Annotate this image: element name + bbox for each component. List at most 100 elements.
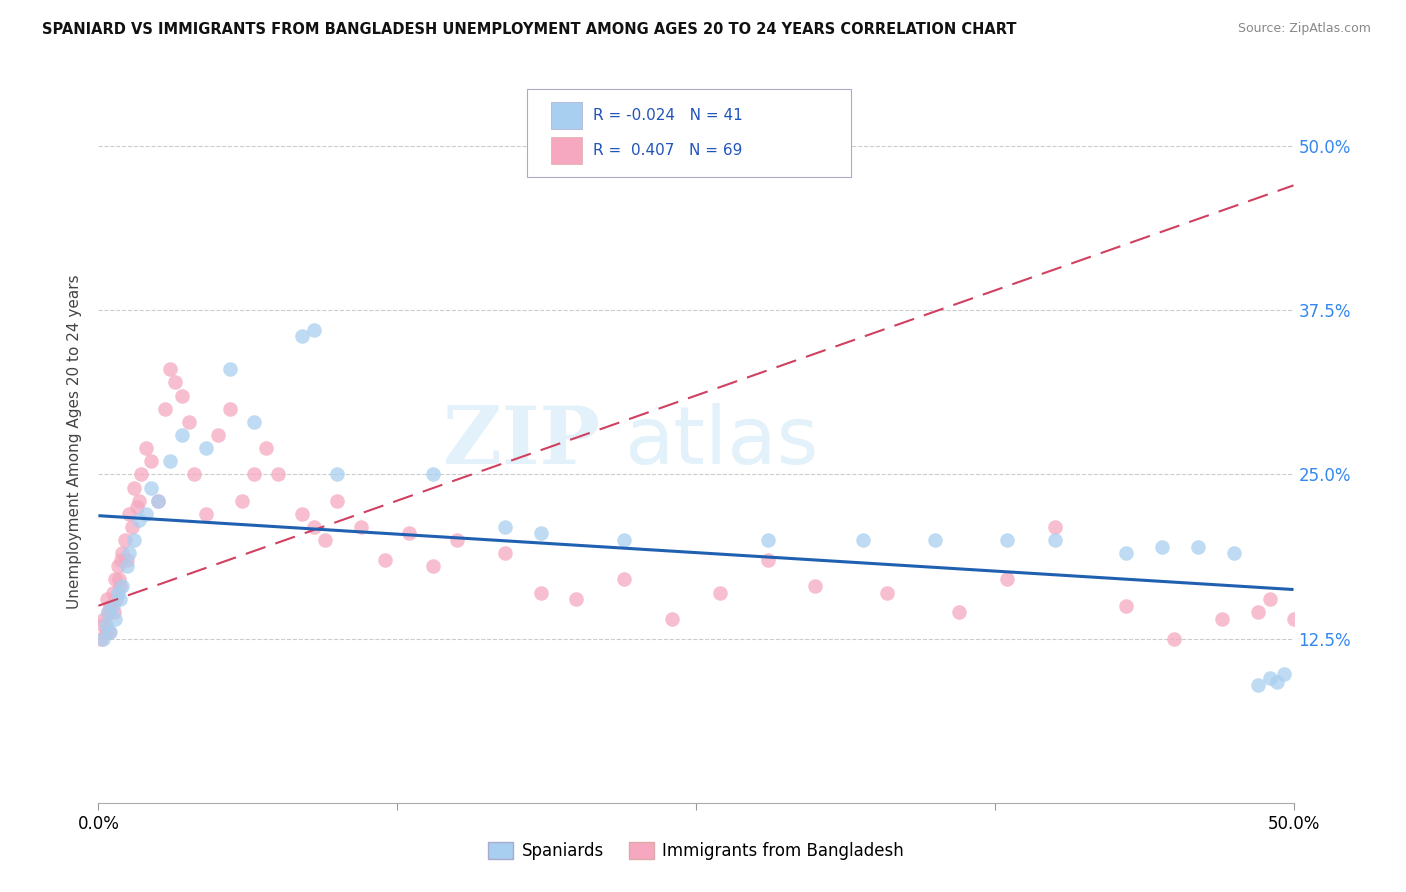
Point: [613, 573, 636, 587]
Point: [661, 612, 683, 626]
Point: [1223, 546, 1246, 560]
Point: [254, 441, 277, 455]
Point: [291, 507, 314, 521]
Text: ZIP: ZIP: [443, 402, 600, 481]
Point: [1272, 667, 1295, 681]
Point: [124, 481, 146, 495]
Point: [1295, 632, 1317, 646]
Point: [135, 441, 157, 455]
Point: [995, 533, 1018, 547]
Point: [91, 632, 114, 646]
Point: [111, 579, 134, 593]
Point: [108, 579, 131, 593]
Legend: Spaniards, Immigrants from Bangladesh: Spaniards, Immigrants from Bangladesh: [481, 835, 911, 867]
Point: [93, 612, 115, 626]
Point: [1247, 677, 1270, 691]
Point: [1163, 632, 1185, 646]
Text: atlas: atlas: [624, 402, 818, 481]
Point: [219, 362, 242, 376]
Point: [148, 493, 170, 508]
Point: [613, 533, 636, 547]
Point: [398, 526, 420, 541]
Point: [172, 388, 194, 402]
Point: [179, 415, 201, 429]
Point: [709, 585, 731, 599]
Point: [302, 520, 325, 534]
Point: [756, 553, 779, 567]
Point: [1258, 592, 1281, 607]
Point: [121, 520, 143, 534]
Point: [90, 632, 112, 646]
Point: [139, 481, 162, 495]
Point: [104, 573, 127, 587]
Point: [118, 507, 141, 521]
Y-axis label: Unemployment Among Ages 20 to 24 years: Unemployment Among Ages 20 to 24 years: [67, 274, 83, 609]
Point: [302, 323, 325, 337]
Point: [422, 467, 444, 482]
Point: [207, 428, 229, 442]
Point: [195, 441, 218, 455]
Point: [291, 329, 314, 343]
Point: [1258, 671, 1281, 685]
Point: [494, 520, 516, 534]
Point: [103, 605, 125, 619]
Point: [139, 454, 162, 468]
Point: [115, 553, 138, 567]
Point: [125, 500, 148, 515]
Point: [94, 618, 117, 632]
Point: [374, 553, 396, 567]
Point: [159, 454, 181, 468]
Point: [995, 573, 1018, 587]
Point: [98, 625, 121, 640]
Point: [243, 415, 266, 429]
Point: [1211, 612, 1233, 626]
Point: [350, 520, 373, 534]
Point: [135, 507, 157, 521]
Point: [128, 493, 150, 508]
Point: [804, 579, 827, 593]
Point: [924, 533, 946, 547]
Point: [1043, 520, 1066, 534]
Point: [1247, 605, 1270, 619]
Point: [1115, 599, 1137, 613]
Point: [115, 559, 138, 574]
Point: [94, 625, 117, 640]
Point: [1265, 675, 1288, 690]
Point: [111, 546, 134, 560]
Point: [267, 467, 290, 482]
Point: [97, 605, 120, 619]
Point: [530, 526, 553, 541]
Point: [1282, 612, 1305, 626]
Text: R = -0.024   N = 41: R = -0.024 N = 41: [593, 108, 744, 123]
Point: [422, 559, 444, 574]
Point: [97, 605, 120, 619]
Point: [107, 559, 129, 574]
Point: [195, 507, 218, 521]
Point: [98, 625, 122, 640]
Point: [876, 585, 898, 599]
Point: [101, 599, 124, 613]
Point: [118, 546, 141, 560]
Point: [565, 592, 588, 607]
Point: [131, 467, 153, 482]
Point: [1115, 546, 1137, 560]
Point: [172, 428, 194, 442]
Point: [96, 592, 118, 607]
Point: [163, 376, 186, 390]
Point: [315, 533, 337, 547]
Point: [104, 612, 127, 626]
Point: [852, 533, 875, 547]
Point: [107, 585, 129, 599]
Text: SPANIARD VS IMMIGRANTS FROM BANGLADESH UNEMPLOYMENT AMONG AGES 20 TO 24 YEARS CO: SPANIARD VS IMMIGRANTS FROM BANGLADESH U…: [42, 22, 1017, 37]
Point: [243, 467, 266, 482]
Point: [494, 546, 516, 560]
Point: [148, 493, 170, 508]
Point: [948, 605, 970, 619]
Point: [91, 618, 114, 632]
Point: [326, 467, 349, 482]
Point: [1187, 540, 1209, 554]
Point: [105, 592, 128, 607]
Point: [231, 493, 253, 508]
Point: [326, 493, 349, 508]
Text: R =  0.407   N = 69: R = 0.407 N = 69: [593, 143, 742, 158]
